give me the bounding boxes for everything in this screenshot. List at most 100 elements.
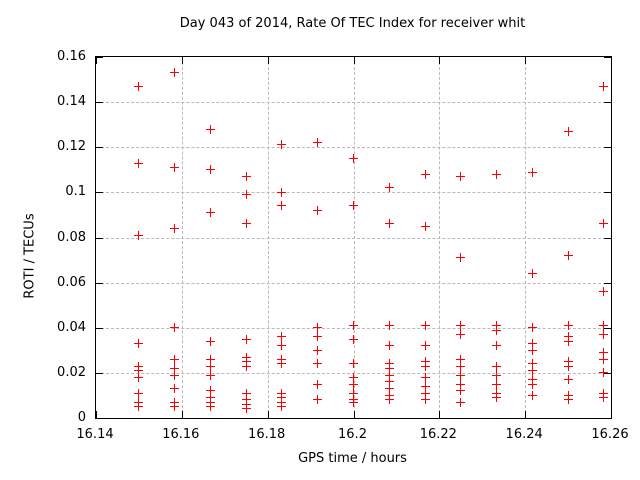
data-point bbox=[313, 359, 323, 369]
gridline-horizontal bbox=[96, 282, 611, 284]
data-point bbox=[420, 395, 430, 405]
data-point bbox=[134, 402, 144, 412]
data-point bbox=[349, 334, 358, 344]
data-point bbox=[527, 375, 537, 385]
data-point bbox=[313, 205, 323, 215]
data-point bbox=[134, 388, 144, 398]
data-point bbox=[384, 395, 394, 405]
data-point bbox=[384, 320, 394, 330]
x-tick-label: 16.2 bbox=[338, 427, 367, 442]
data-point bbox=[170, 363, 180, 373]
data-point bbox=[456, 361, 466, 371]
data-point bbox=[241, 361, 251, 371]
data-point bbox=[599, 330, 609, 340]
y-tick-mark bbox=[96, 372, 103, 374]
data-point bbox=[206, 386, 216, 396]
x-tick-mark-top bbox=[267, 57, 269, 64]
data-point bbox=[384, 341, 394, 351]
data-point bbox=[599, 320, 609, 330]
data-point bbox=[491, 393, 501, 403]
x-tick-mark-top bbox=[439, 57, 441, 64]
data-point bbox=[277, 397, 287, 407]
data-point bbox=[170, 323, 180, 333]
x-tick-mark bbox=[353, 411, 355, 418]
y-tick-label: 0 bbox=[77, 410, 86, 425]
data-point bbox=[384, 359, 394, 369]
data-point bbox=[491, 370, 501, 380]
data-point bbox=[599, 219, 609, 229]
y-tick-mark-right bbox=[604, 418, 611, 419]
data-point bbox=[384, 183, 394, 193]
data-point bbox=[456, 253, 466, 263]
data-point bbox=[384, 377, 394, 387]
y-tick-mark-right bbox=[604, 192, 611, 194]
data-point bbox=[134, 361, 144, 371]
data-point bbox=[349, 201, 358, 211]
x-tick-mark-top bbox=[611, 57, 612, 64]
y-tick-label: 0.02 bbox=[57, 364, 86, 380]
data-point bbox=[599, 368, 609, 378]
data-point bbox=[277, 140, 287, 150]
x-tick-mark bbox=[96, 411, 97, 418]
x-tick-mark bbox=[525, 411, 527, 418]
data-point bbox=[134, 158, 144, 168]
data-point bbox=[456, 386, 466, 396]
data-point bbox=[491, 361, 501, 371]
data-point bbox=[420, 381, 430, 391]
data-point bbox=[456, 172, 466, 182]
data-point bbox=[563, 361, 573, 371]
plot-area bbox=[95, 56, 612, 419]
data-point bbox=[206, 165, 216, 175]
y-tick-label: 0.08 bbox=[57, 229, 86, 245]
data-point bbox=[241, 388, 251, 398]
data-point bbox=[527, 323, 537, 333]
x-tick-label: 16.18 bbox=[248, 427, 286, 442]
data-point bbox=[241, 399, 251, 409]
x-tick-mark-top bbox=[96, 57, 97, 64]
data-point bbox=[456, 354, 466, 364]
data-point bbox=[456, 370, 466, 380]
data-point bbox=[491, 320, 501, 330]
data-point bbox=[456, 330, 466, 340]
x-tick-mark-top bbox=[353, 57, 355, 64]
gridline-horizontal bbox=[96, 102, 611, 104]
data-point bbox=[206, 402, 216, 412]
data-point bbox=[134, 339, 144, 349]
data-point bbox=[527, 359, 537, 369]
y-tick-label: 0.06 bbox=[57, 274, 86, 290]
data-point bbox=[277, 388, 287, 398]
data-point bbox=[277, 354, 287, 364]
x-tick-mark bbox=[181, 411, 183, 418]
data-point bbox=[277, 402, 287, 412]
y-tick-label: 0.14 bbox=[57, 94, 86, 110]
data-point bbox=[384, 370, 394, 380]
gridline-horizontal bbox=[96, 192, 611, 194]
data-point bbox=[134, 397, 144, 407]
data-point bbox=[206, 354, 216, 364]
data-point bbox=[527, 390, 537, 400]
y-tick-mark-right bbox=[604, 372, 611, 374]
y-tick-mark-right bbox=[604, 102, 611, 104]
x-tick-label: 16.16 bbox=[162, 427, 200, 442]
data-point bbox=[206, 124, 216, 134]
data-point bbox=[527, 345, 537, 355]
data-point bbox=[170, 223, 180, 233]
data-point bbox=[241, 334, 251, 344]
data-point bbox=[170, 397, 180, 407]
data-point bbox=[277, 187, 287, 197]
x-tick-mark bbox=[267, 411, 269, 418]
data-point bbox=[491, 341, 501, 351]
data-point bbox=[599, 388, 609, 398]
data-point bbox=[527, 366, 537, 376]
data-point bbox=[349, 388, 358, 398]
x-tick-label: 16.26 bbox=[591, 427, 629, 442]
y-tick-label: 0.04 bbox=[57, 319, 86, 335]
chart-title: Day 043 of 2014, Rate Of TEC Index for r… bbox=[179, 16, 526, 31]
data-point bbox=[313, 332, 323, 342]
data-point bbox=[170, 402, 180, 412]
data-point bbox=[349, 379, 358, 389]
data-point bbox=[241, 219, 251, 229]
data-point bbox=[313, 138, 323, 148]
y-tick-mark bbox=[96, 192, 103, 194]
